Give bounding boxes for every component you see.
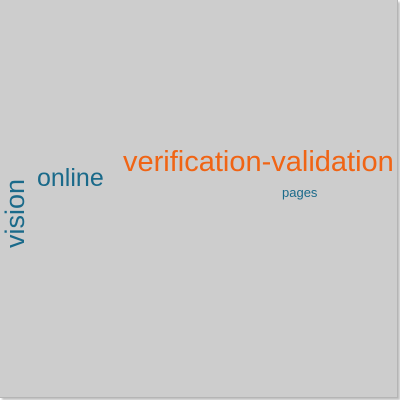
word-online: online — [37, 164, 104, 192]
word-vision: vision — [0, 178, 30, 248]
word-pages: pages — [282, 185, 318, 200]
word-verification-validation: verification-validation — [123, 146, 394, 178]
